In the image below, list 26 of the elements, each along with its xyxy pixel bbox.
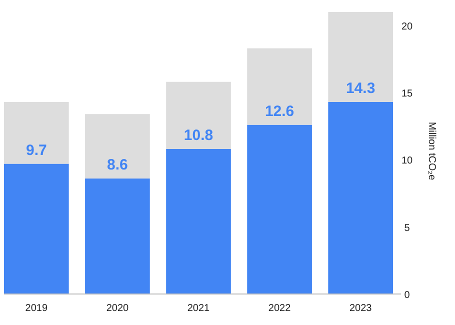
x-tick-label: 2023 (349, 303, 372, 314)
bar (328, 12, 393, 102)
bar (85, 178, 150, 294)
y-tick-label: 20 (401, 21, 413, 32)
y-tick-label: 10 (401, 156, 413, 167)
y-tick-label: 5 (404, 222, 410, 234)
bar (247, 48, 312, 125)
x-tick-label: 2020 (106, 303, 130, 314)
y-tick-label: 0 (404, 290, 410, 301)
y-axis-title: Million tCO₂e (426, 122, 437, 181)
x-tick-label: 2019 (25, 303, 48, 314)
bar (328, 102, 393, 294)
data-label: 14.3 (346, 80, 376, 97)
x-tick-label: 2022 (268, 303, 292, 314)
y-tick-label: 15 (401, 88, 413, 100)
data-label: 12.6 (264, 102, 294, 120)
x-tick-label: 2021 (187, 303, 210, 314)
bar (85, 114, 150, 179)
data-label: 9.7 (26, 142, 47, 159)
bar (4, 102, 69, 164)
bar (247, 124, 312, 294)
bar (166, 148, 231, 294)
bar (4, 164, 69, 294)
data-label: 8.6 (107, 156, 128, 174)
bar (166, 82, 231, 149)
data-label: 10.8 (184, 126, 214, 144)
